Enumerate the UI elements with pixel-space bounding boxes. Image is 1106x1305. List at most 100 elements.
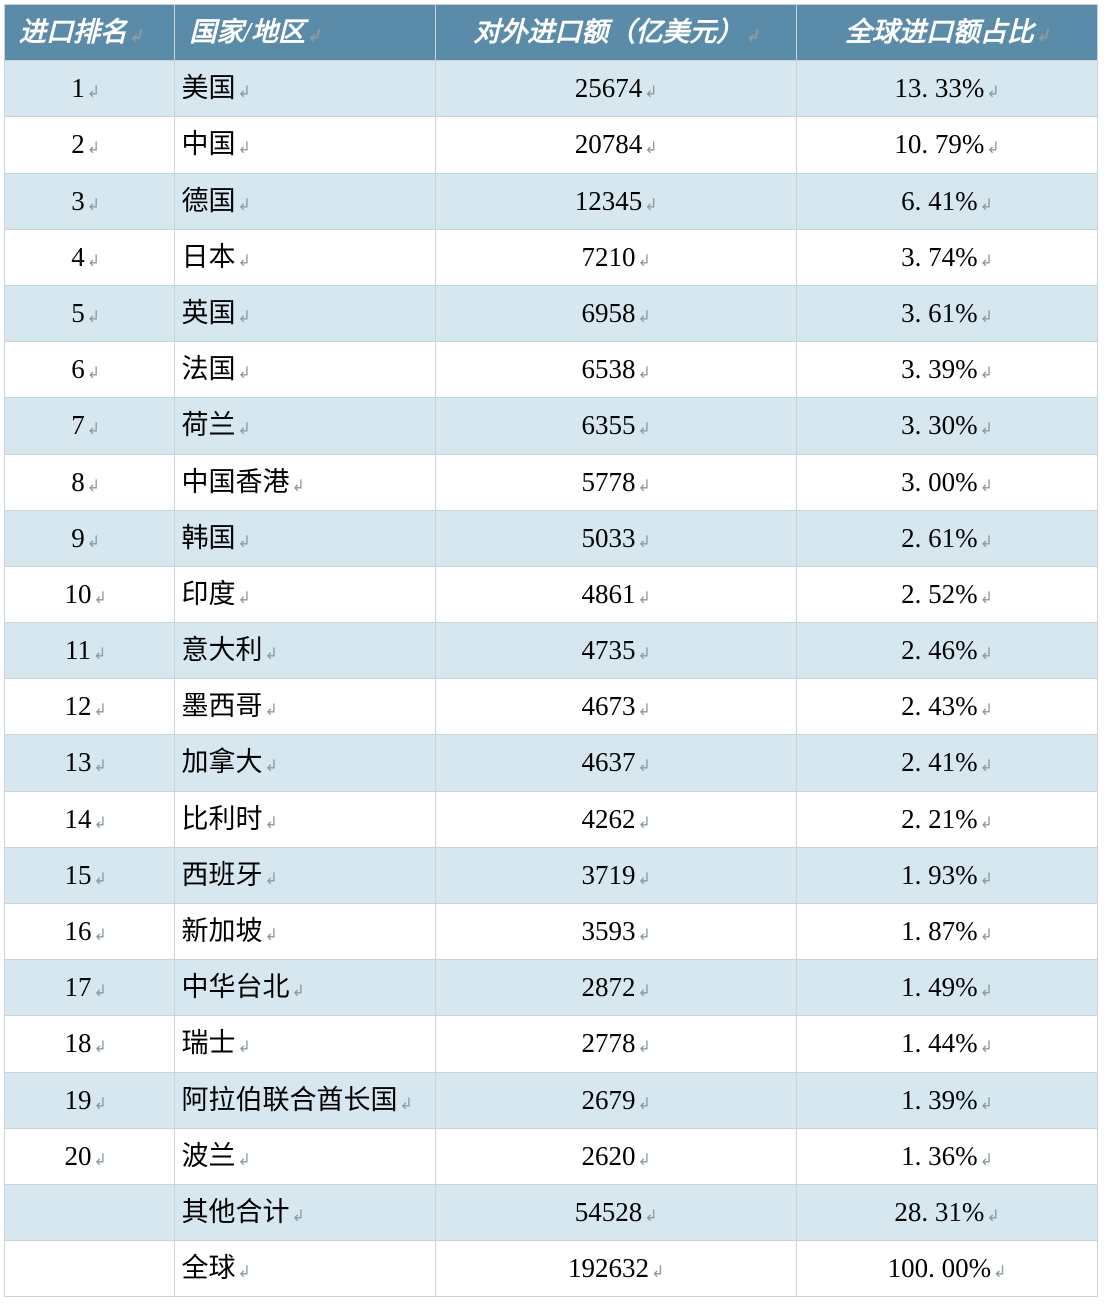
cell-share: 3. 30%↲ [797, 398, 1098, 454]
return-mark-icon: ↲ [637, 590, 650, 607]
cell-name: 印度↲ [175, 566, 436, 622]
cell-rank: 12↲ [5, 679, 175, 735]
table-row: 16↲新加坡↲3593↲1. 87%↲ [5, 904, 1098, 960]
cell-share: 1. 39%↲ [797, 1072, 1098, 1128]
return-mark-icon: ↲ [237, 534, 250, 551]
cell-name: 比利时↲ [175, 791, 436, 847]
cell-share: 13. 33%↲ [797, 61, 1098, 117]
return-mark-icon: ↲ [980, 534, 993, 551]
table-row: 9↲韩国↲5033↲2. 61%↲ [5, 510, 1098, 566]
table-row: 3↲德国↲12345↲6. 41%↲ [5, 173, 1098, 229]
return-mark-icon: ↲ [637, 983, 650, 1000]
table-row: 15↲西班牙↲3719↲1. 93%↲ [5, 847, 1098, 903]
cell-amount: 2872↲ [436, 960, 797, 1016]
return-mark-icon: ↲ [980, 253, 993, 270]
return-mark-icon: ↲ [986, 140, 999, 157]
table-row: 4↲日本↲7210↲3. 74%↲ [5, 229, 1098, 285]
cell-amount: 2620↲ [436, 1128, 797, 1184]
return-mark-icon: ↲ [94, 590, 107, 607]
table-row: 1↲美国↲25674↲13. 33%↲ [5, 61, 1098, 117]
cell-name: 阿拉伯联合酋长国↲ [175, 1072, 436, 1128]
return-mark-icon: ↲ [993, 1264, 1006, 1281]
cell-share: 3. 61%↲ [797, 285, 1098, 341]
return-mark-icon: ↲ [87, 84, 100, 101]
return-mark-icon: ↲ [94, 1096, 107, 1113]
return-mark-icon: ↲ [980, 1152, 993, 1169]
cell-rank: 16↲ [5, 904, 175, 960]
return-mark-icon: ↲ [980, 702, 993, 719]
table-row: 2↲中国↲20784↲10. 79%↲ [5, 117, 1098, 173]
return-mark-icon: ↲ [264, 815, 277, 832]
return-mark-icon: ↲ [980, 1096, 993, 1113]
table-row: 11↲意大利↲4735↲2. 46%↲ [5, 623, 1098, 679]
cell-rank: 10↲ [5, 566, 175, 622]
cell-name: 意大利↲ [175, 623, 436, 679]
return-mark-icon: ↲ [637, 871, 650, 888]
return-mark-icon: ↲ [399, 1096, 412, 1113]
return-mark-icon: ↲ [291, 478, 304, 495]
return-mark-icon: ↲ [986, 84, 999, 101]
table-row: 17↲中华台北↲2872↲1. 49%↲ [5, 960, 1098, 1016]
return-mark-icon: ↲ [980, 421, 993, 438]
cell-amount: 25674↲ [436, 61, 797, 117]
cell-rank: 11↲ [5, 623, 175, 679]
cell-rank: 6↲ [5, 342, 175, 398]
cell-amount: 5778↲ [436, 454, 797, 510]
return-mark-icon: ↲ [637, 815, 650, 832]
return-mark-icon: ↲ [94, 815, 107, 832]
return-mark-icon: ↲ [644, 140, 657, 157]
return-mark-icon: ↲ [637, 646, 650, 663]
return-mark-icon: ↲ [237, 84, 250, 101]
return-mark-icon: ↲ [980, 983, 993, 1000]
cell-name: 加拿大↲ [175, 735, 436, 791]
table-header-row: 进口排名↲ 国家/地区↲ 对外进口额（亿美元）↲ 全球进口额占比↲ [5, 5, 1098, 61]
return-mark-icon: ↲ [637, 758, 650, 775]
table-row: 全球↲192632↲100. 00%↲ [5, 1241, 1098, 1297]
cell-rank: 7↲ [5, 398, 175, 454]
cell-share: 3. 39%↲ [797, 342, 1098, 398]
return-mark-icon: ↲ [637, 1096, 650, 1113]
cell-amount: 6958↲ [436, 285, 797, 341]
return-mark-icon: ↲ [644, 1208, 657, 1225]
cell-rank: 14↲ [5, 791, 175, 847]
return-mark-icon: ↲ [980, 197, 993, 214]
return-mark-icon: ↲ [264, 871, 277, 888]
cell-name: 法国↲ [175, 342, 436, 398]
return-mark-icon: ↲ [94, 1152, 107, 1169]
cell-rank: 1↲ [5, 61, 175, 117]
return-mark-icon: ↲ [637, 1039, 650, 1056]
cell-name: 荷兰↲ [175, 398, 436, 454]
cell-share: 10. 79%↲ [797, 117, 1098, 173]
cell-amount: 2679↲ [436, 1072, 797, 1128]
cell-share: 6. 41%↲ [797, 173, 1098, 229]
cell-rank [5, 1241, 175, 1297]
return-mark-icon: ↲ [87, 253, 100, 270]
return-mark-icon: ↲ [637, 702, 650, 719]
return-mark-icon: ↲ [237, 1039, 250, 1056]
cell-rank: 15↲ [5, 847, 175, 903]
cell-rank [5, 1184, 175, 1240]
cell-rank: 20↲ [5, 1128, 175, 1184]
return-mark-icon: ↲ [980, 758, 993, 775]
cell-amount: 2778↲ [436, 1016, 797, 1072]
cell-rank: 2↲ [5, 117, 175, 173]
cell-share: 3. 74%↲ [797, 229, 1098, 285]
cell-share: 1. 93%↲ [797, 847, 1098, 903]
return-mark-icon: ↲ [980, 365, 993, 382]
cell-name: 波兰↲ [175, 1128, 436, 1184]
cell-share: 2. 46%↲ [797, 623, 1098, 679]
header-amount: 对外进口额（亿美元）↲ [436, 5, 797, 61]
cell-rank: 9↲ [5, 510, 175, 566]
import-rank-table: 进口排名↲ 国家/地区↲ 对外进口额（亿美元）↲ 全球进口额占比↲ 1↲美国↲2… [4, 4, 1098, 1297]
return-mark-icon: ↲ [980, 1039, 993, 1056]
return-mark-icon: ↲ [94, 983, 107, 1000]
return-mark-icon: ↲ [637, 1152, 650, 1169]
return-mark-icon: ↲ [745, 28, 758, 45]
return-mark-icon: ↲ [980, 871, 993, 888]
return-mark-icon: ↲ [237, 309, 250, 326]
table-row: 14↲比利时↲4262↲2. 21%↲ [5, 791, 1098, 847]
return-mark-icon: ↲ [264, 702, 277, 719]
return-mark-icon: ↲ [237, 197, 250, 214]
return-mark-icon: ↲ [264, 758, 277, 775]
return-mark-icon: ↲ [980, 646, 993, 663]
